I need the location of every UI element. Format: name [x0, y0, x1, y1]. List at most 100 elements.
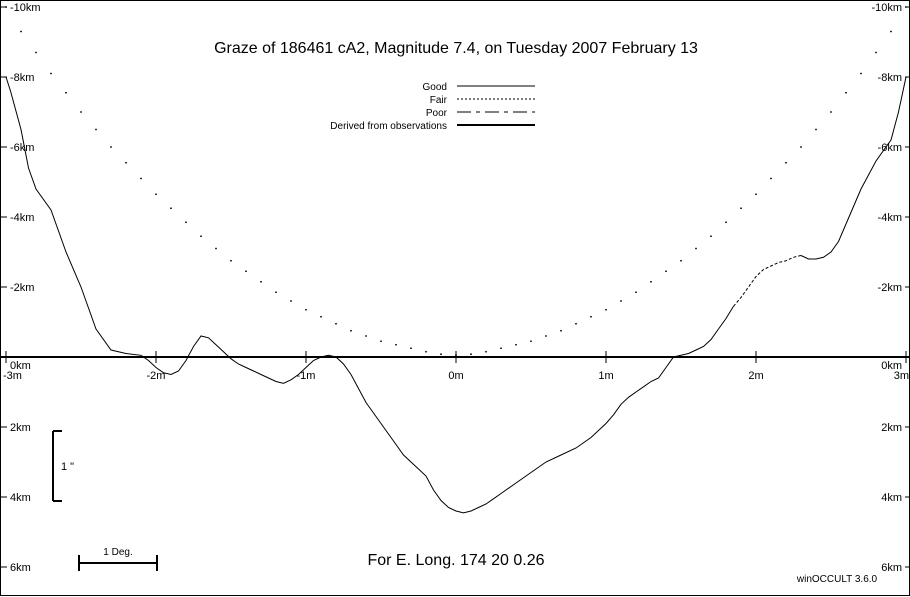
profile-good-segment: [5, 76, 734, 514]
y-tick-label-right: 6km: [881, 562, 902, 574]
profile-good-segment: [800, 76, 907, 260]
x-tick-label: 1m: [598, 370, 613, 382]
limb-dot: [860, 72, 862, 75]
limb-dot: [140, 177, 142, 180]
limb-dot: [425, 350, 427, 353]
y-tick-label-left: 4km: [10, 492, 31, 504]
software-credit: winOCCULT 3.6.0: [796, 574, 878, 585]
limb-dot: [125, 161, 127, 164]
x-tick-label: -3m: [3, 370, 22, 382]
limb-dot: [275, 291, 277, 294]
limb-dot: [20, 30, 22, 33]
legend-label: Derived from observations: [330, 121, 447, 132]
limb-dot: [185, 221, 187, 224]
limb-dot: [545, 335, 547, 337]
y-tick-label-right: 4km: [881, 492, 902, 504]
y-tick-label-left: -4km: [10, 212, 34, 224]
y-tick-label-left: -10km: [10, 2, 41, 14]
limb-dot: [770, 177, 772, 180]
limb-dot: [320, 315, 322, 318]
x-tick-label: 2m: [748, 370, 763, 382]
limb-dot: [35, 51, 37, 54]
y-tick-label-left: 0km: [10, 360, 31, 372]
y-tick-label-left: 2km: [10, 422, 31, 434]
y-tick-label-left: -2km: [10, 282, 34, 294]
limb-dot: [170, 207, 172, 210]
limb-dot: [260, 280, 262, 283]
horizontal-scale-label: 1 Deg.: [103, 547, 132, 558]
limb-dot: [695, 247, 697, 250]
limb-dot: [680, 259, 682, 262]
limb-dot: [50, 72, 52, 75]
legend: Good Fair Poor Derived from observations: [330, 82, 535, 132]
limb-dot: [80, 111, 82, 113]
y-tick-label-right: -2km: [878, 282, 902, 294]
limb-dot: [110, 146, 112, 148]
limb-dot: [335, 322, 337, 325]
limb-dot: [305, 308, 307, 311]
y-tick-label-right: 0km: [881, 360, 902, 372]
y-tick-label-right: 2km: [881, 422, 902, 434]
legend-label: Fair: [430, 95, 448, 106]
limb-dot: [485, 350, 487, 353]
x-tick-label: -2m: [147, 370, 166, 382]
limb-dot: [440, 353, 442, 356]
limb-dot: [710, 235, 712, 238]
limb-dot: [350, 329, 352, 332]
x-tick-label: 0m: [448, 370, 463, 382]
limb-dot: [470, 353, 472, 356]
limb-dot: [410, 347, 412, 350]
limb-dot: [380, 340, 382, 343]
limb-dot: [725, 221, 727, 224]
chart-title: Graze of 186461 cA2, Magnitude 7.4, on T…: [214, 40, 698, 57]
limb-dot: [365, 335, 367, 337]
legend-label: Good: [423, 82, 447, 93]
limb-dot: [605, 308, 607, 311]
y-tick-label-left: 6km: [10, 562, 31, 574]
y-tick-label-right: -8km: [878, 72, 902, 84]
limb-dot: [155, 193, 157, 196]
profile-poor-segment: [733, 255, 802, 307]
limb-dot: [65, 91, 67, 94]
limb-dot: [665, 270, 667, 273]
vertical-scale-label: 1 ": [61, 461, 74, 473]
limb-dot: [875, 51, 877, 54]
limb-dot: [560, 329, 562, 332]
limb-dot: [200, 235, 202, 238]
limb-dot: [650, 280, 652, 283]
limb-dot: [575, 322, 577, 325]
limb-dots: [5, 6, 907, 357]
y-tick-label-left: -8km: [10, 72, 34, 84]
y-tick-label-left: -6km: [10, 142, 34, 154]
x-tick-label: 3m: [894, 370, 909, 382]
limb-dot: [800, 146, 802, 148]
limb-dot: [245, 270, 247, 273]
limb-dot: [230, 259, 232, 262]
scale-bars: 1 " 1 Deg.: [52, 430, 158, 571]
limb-dot: [740, 207, 742, 210]
legend-label: Poor: [426, 108, 448, 119]
limb-dot: [785, 161, 787, 164]
limb-dot: [395, 343, 397, 346]
limb-dot: [515, 343, 517, 346]
limb-dot: [530, 340, 532, 343]
x-tick-label: -1m: [297, 370, 316, 382]
y-tick-label-right: -10km: [871, 2, 902, 14]
profile-series: [5, 76, 907, 514]
limb-dot: [500, 347, 502, 350]
y-tick-label-right: -6km: [878, 142, 902, 154]
limb-dot: [215, 247, 217, 250]
limb-dot: [620, 300, 622, 302]
limb-dot: [95, 128, 97, 131]
limb-dot: [845, 91, 847, 94]
longitude-label: For E. Long. 174 20 0.26: [367, 552, 544, 569]
axes: -3m -2m -1m 0m 1m 2m 3m -10km -10km -8km -8km -6km -…: [1, 2, 910, 574]
limb-dot: [830, 111, 832, 113]
limb-dot: [635, 291, 637, 294]
limb-dot: [755, 193, 757, 196]
limb-dot: [815, 128, 817, 131]
limb-dot: [290, 300, 292, 302]
y-tick-label-right: -4km: [878, 212, 902, 224]
